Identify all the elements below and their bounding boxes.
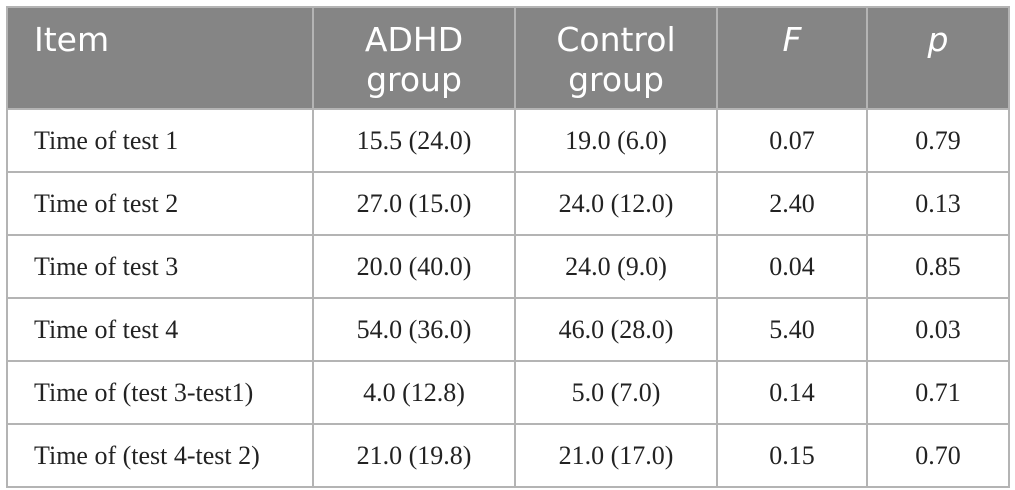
cell-item: Time of test 4: [6, 297, 314, 362]
table-row: Time of test 2 27.0 (15.0) 24.0 (12.0) 2…: [6, 171, 1010, 236]
header-p-value: p: [866, 6, 1010, 110]
cell-f: 2.40: [716, 171, 868, 236]
cell-p: 0.79: [866, 108, 1010, 173]
table-row: Time of (test 3-test1) 4.0 (12.8) 5.0 (7…: [6, 360, 1010, 425]
cell-item: Time of test 1: [6, 108, 314, 173]
cell-p: 0.85: [866, 234, 1010, 299]
cell-adhd: 21.0 (19.8): [312, 423, 516, 488]
header-control-line2: group: [568, 60, 664, 99]
cell-f: 0.15: [716, 423, 868, 488]
header-control-line1: Control: [556, 20, 676, 59]
cell-control: 24.0 (9.0): [514, 234, 718, 299]
cell-control: 46.0 (28.0): [514, 297, 718, 362]
cell-item: Time of (test 3-test1): [6, 360, 314, 425]
table-body: Time of test 1 15.5 (24.0) 19.0 (6.0) 0.…: [6, 108, 1010, 488]
header-f-statistic: F: [716, 6, 868, 110]
header-row: Item ADHD group Control group F p: [6, 6, 1010, 110]
cell-p: 0.71: [866, 360, 1010, 425]
table-row: Time of test 1 15.5 (24.0) 19.0 (6.0) 0.…: [6, 108, 1010, 173]
results-table-container: Item ADHD group Control group F p: [6, 6, 1010, 488]
cell-adhd: 4.0 (12.8): [312, 360, 516, 425]
table-row: Time of (test 4-test 2) 21.0 (19.8) 21.0…: [6, 423, 1010, 488]
header-adhd-group: ADHD group: [312, 6, 516, 110]
header-item-label: Item: [34, 20, 110, 59]
cell-f: 0.14: [716, 360, 868, 425]
table-row: Time of test 4 54.0 (36.0) 46.0 (28.0) 5…: [6, 297, 1010, 362]
header-item: Item: [6, 6, 314, 110]
cell-f: 0.07: [716, 108, 868, 173]
header-adhd-line2: group: [366, 60, 462, 99]
header-adhd-line1: ADHD: [364, 20, 464, 59]
cell-f: 0.04: [716, 234, 868, 299]
cell-adhd: 27.0 (15.0): [312, 171, 516, 236]
table-row: Time of test 3 20.0 (40.0) 24.0 (9.0) 0.…: [6, 234, 1010, 299]
cell-p: 0.70: [866, 423, 1010, 488]
cell-adhd: 54.0 (36.0): [312, 297, 516, 362]
table-header: Item ADHD group Control group F p: [6, 6, 1010, 110]
cell-item: Time of test 2: [6, 171, 314, 236]
cell-p: 0.03: [866, 297, 1010, 362]
header-f-label: F: [782, 20, 802, 59]
results-table: Item ADHD group Control group F p: [6, 6, 1010, 488]
cell-control: 21.0 (17.0): [514, 423, 718, 488]
header-p-label: p: [927, 20, 949, 59]
cell-item: Time of (test 4-test 2): [6, 423, 314, 488]
cell-f: 5.40: [716, 297, 868, 362]
cell-control: 24.0 (12.0): [514, 171, 718, 236]
cell-adhd: 15.5 (24.0): [312, 108, 516, 173]
cell-adhd: 20.0 (40.0): [312, 234, 516, 299]
cell-control: 5.0 (7.0): [514, 360, 718, 425]
cell-control: 19.0 (6.0): [514, 108, 718, 173]
header-control-group: Control group: [514, 6, 718, 110]
cell-item: Time of test 3: [6, 234, 314, 299]
cell-p: 0.13: [866, 171, 1010, 236]
